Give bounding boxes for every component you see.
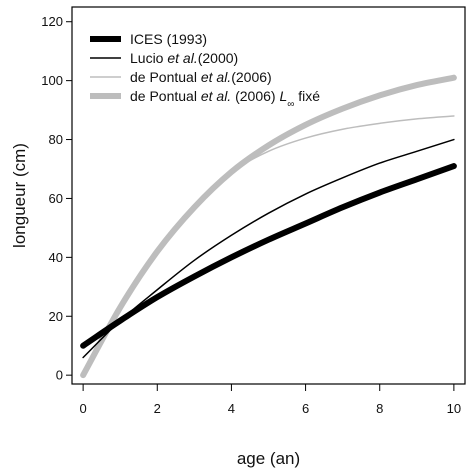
x-tick-label: 8 [376,401,383,416]
legend-label-3: de Pontual et al.(2006) [130,69,272,85]
series-line-2 [82,138,455,359]
x-tick-label: 2 [154,401,161,416]
plot-frame [71,6,466,385]
series-line-4 [80,74,457,379]
legend-label-1: ICES (1993) [130,31,207,47]
y-tick-label: 20 [49,309,63,324]
y-tick-label: 120 [41,14,63,29]
series-line-3 [82,115,455,376]
x-tick-label: 4 [228,401,235,416]
y-tick-label: 100 [41,73,63,88]
y-axis-title: longueur (cm) [10,143,29,248]
x-axis-title: age (an) [237,449,300,468]
legend-label-2: Lucio et al.(2000) [130,50,238,66]
y-tick-label: 80 [49,132,63,147]
x-axis: 0 2 4 6 8 10 [80,384,461,416]
x-tick-label: 10 [447,401,461,416]
y-tick-label: 40 [49,250,63,265]
y-tick-label: 0 [56,368,63,383]
y-axis: 0 20 40 60 80 100 120 [41,14,72,383]
x-tick-label: 6 [302,401,309,416]
series-line-1 [80,163,457,349]
legend-label-4: de Pontual et al. (2006) L∞ fixé [130,88,320,110]
y-tick-label: 60 [49,191,63,206]
plot-lines [80,74,457,379]
x-tick-label: 0 [80,401,87,416]
legend: ICES (1993) Lucio et al.(2000) de Pontual … [90,31,320,110]
